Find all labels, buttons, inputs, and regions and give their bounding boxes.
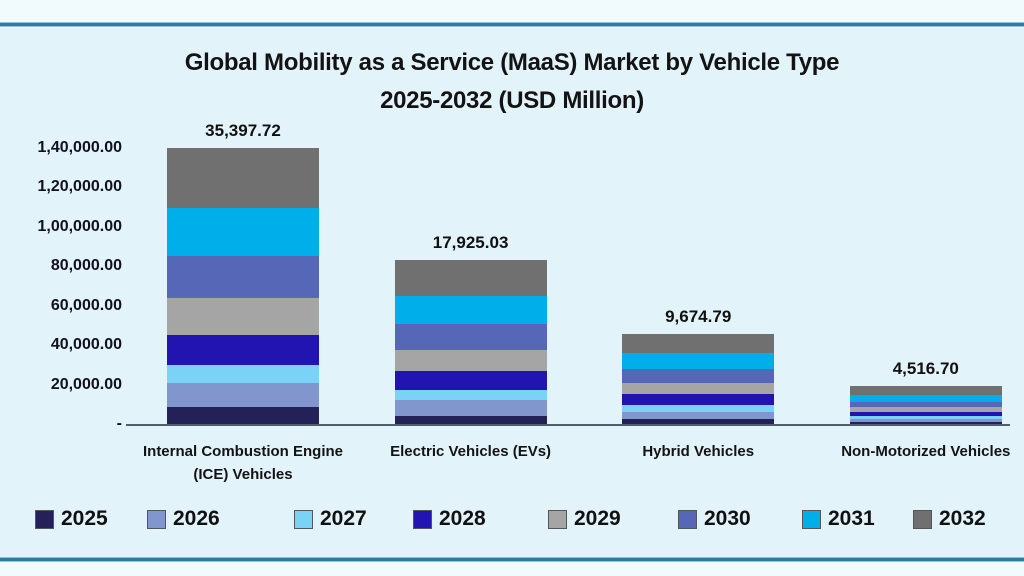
bar-total-label: 4,516.70: [892, 359, 959, 379]
bar-segment-2029: [622, 383, 775, 395]
chart-title: Global Mobility as a Service (MaaS) Mark…: [0, 44, 1024, 120]
bar-segment-2025: [394, 416, 547, 424]
bar-segment-2032: [622, 333, 775, 354]
bar-segment-2028: [394, 370, 547, 391]
top-divider-line: [0, 22, 1024, 27]
bar-segment-2027: [622, 405, 775, 412]
x-axis-category-label: Non-Motorized Vehicles: [786, 440, 1024, 463]
bar-segment-2028: [849, 412, 1002, 417]
bar-segment-2031: [167, 208, 319, 256]
x-axis-category-label-line: Electric Vehicles (EVs): [390, 443, 552, 460]
x-axis-category-label-line: Non-Motorized Vehicles: [841, 443, 1011, 460]
x-axis-category-label-line: Hybrid Vehicles: [642, 443, 755, 460]
chart-title-line2: 2025-2032 (USD Million): [380, 87, 644, 114]
x-axis-category-label-line: Internal Combustion Engine: [142, 443, 343, 460]
bar-segment-2031: [394, 296, 547, 325]
bar-segment-2028: [622, 394, 775, 406]
bar-segment-2026: [167, 383, 319, 408]
bar-segment-2026: [394, 400, 547, 416]
y-axis-tick-label: 40,000.00: [50, 336, 122, 354]
x-axis-category-label: Internal Combustion Engine (ICE) Vehicles: [103, 440, 383, 486]
bar-segment-2032: [849, 386, 1002, 396]
y-axis-tick-label: 20,000.00: [50, 375, 122, 393]
bar-segment-2031: [849, 395, 1002, 402]
bar-segment-2030: [849, 401, 1002, 408]
y-axis-tick-label: 80,000.00: [50, 257, 122, 275]
bar-segment-2031: [622, 353, 775, 370]
bar-segment-2025: [849, 422, 1002, 424]
bar-segment-2025: [622, 418, 775, 424]
bar-total-label: 17,925.03: [432, 233, 509, 253]
bar-segment-2030: [622, 369, 775, 384]
bar-segment-2027: [394, 390, 547, 401]
bar-segment-2032: [167, 147, 319, 209]
bar-segment-2029: [394, 350, 547, 371]
bar-segment-2025: [167, 407, 319, 424]
x-axis-category-label: Hybrid Vehicles: [558, 440, 838, 463]
bottom-divider-line: [0, 557, 1024, 562]
y-axis-tick-label: -: [116, 415, 122, 432]
bar-segment-2027: [849, 416, 1002, 419]
bar-segment-2028: [167, 334, 319, 365]
y-axis-tick-label: 1,00,000.00: [37, 217, 122, 235]
bar-segment-2027: [167, 364, 319, 384]
y-axis-tick-label: 1,20,000.00: [37, 178, 122, 196]
bar-total-label: 35,397.72: [205, 120, 281, 140]
y-axis-tick-label: 1,40,000.00: [37, 139, 122, 156]
bar-segment-2030: [394, 324, 547, 351]
bar-total-label: 9,674.79: [665, 306, 732, 326]
bar-segment-2026: [622, 411, 775, 419]
bar-segment-2030: [167, 255, 319, 298]
y-axis-tick-label: 60,000.00: [50, 296, 122, 314]
x-axis-category-label-line: (ICE) Vehicles: [193, 466, 293, 483]
bar-segment-2032: [394, 260, 547, 297]
bar-segment-2029: [167, 297, 319, 335]
bar-segment-2026: [849, 418, 1002, 423]
x-axis-line: [126, 424, 1010, 426]
bar-segment-2029: [849, 407, 1002, 413]
x-axis-category-label: Electric Vehicles (EVs): [331, 440, 611, 463]
chart-title-line1: Global Mobility as a Service (MaaS) Mark…: [184, 49, 840, 76]
